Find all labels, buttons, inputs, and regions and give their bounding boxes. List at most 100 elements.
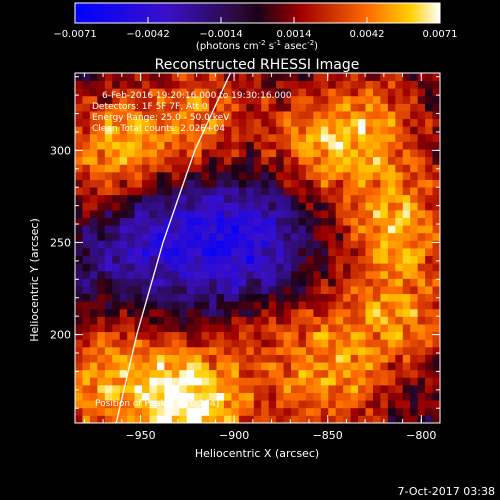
y-tick-label: 200 [50,329,71,342]
heatmap-cell [231,194,240,203]
heatmap-cell [402,270,411,279]
heatmap-cell [104,263,113,272]
heatmap-cell [358,415,366,423]
heatmap-cell [238,149,247,158]
heatmap-cell [313,255,322,264]
heatmap-cell [223,255,232,264]
heatmap-cell [82,126,91,135]
heatmap-cell [372,301,381,310]
heatmap-cell [89,95,98,104]
heatmap-cell [402,179,411,188]
heatmap-cell [112,118,121,127]
heatmap-cell [387,301,396,310]
heatmap-cell [358,293,366,302]
heatmap-cell [142,331,150,340]
heatmap-cell [209,232,217,241]
heatmap-cell [298,270,307,279]
heatmap-cell [343,324,352,333]
heatmap-cell [417,95,426,104]
heatmap-cell [343,88,352,97]
heatmap-cell [186,149,195,158]
heatmap-cell [305,118,314,127]
heatmap-cell [127,400,135,409]
heatmap-cell [395,126,404,135]
heatmap-cell [231,384,240,393]
heatmap-cell [343,209,352,218]
heatmap-cell [276,149,284,158]
heatmap-cell [186,73,195,82]
heatmap-cell [410,392,419,401]
heatmap-cell [328,187,337,196]
heatmap-cell [395,331,404,340]
heatmap-cell [335,301,344,310]
heatmap-cell [380,202,389,211]
heatmap-cell [305,263,314,272]
heatmap-cell [216,141,225,150]
heatmap-cell [380,339,389,348]
heatmap-cell [261,263,270,272]
heatmap-cell [82,240,91,249]
heatmap-cell [89,324,98,333]
heatmap-cell [365,232,374,241]
heatmap-cell [112,278,121,287]
heatmap-cell [268,133,277,142]
heatmap-cell [209,156,217,165]
heatmap-cell [164,392,173,401]
heatmap-cell [365,339,374,348]
heatmap-cell [75,103,83,112]
heatmap-cell [82,286,91,295]
heatmap-cell [201,384,210,393]
heatmap-cell [127,286,135,295]
heatmap-cell [335,248,344,257]
heatmap-cell [291,164,299,173]
heatmap-cell [194,80,203,89]
heatmap-cell [246,278,255,287]
heatmap-cell [410,232,419,241]
heatmap-cell [194,316,203,325]
heatmap-cell [432,263,440,272]
heatmap-cell [75,194,83,203]
heatmap-cell [410,354,419,363]
colorbar-unit-label: (photons cm-2 s-1 asec-2) [196,39,318,52]
heatmap-cell [223,346,232,355]
heatmap-cell [320,316,329,325]
heatmap-cell [328,377,337,386]
heatmap-cell [201,232,210,241]
heatmap-cell [283,392,292,401]
heatmap-cell [119,179,128,188]
heatmap-cell [75,301,83,310]
heatmap-cell [395,171,404,180]
heatmap-cell [387,362,396,371]
heatmap-cell [387,118,396,127]
heatmap-cell [231,126,240,135]
heatmap-cell [350,248,359,257]
heatmap-cell [149,240,158,249]
heatmap-cell [186,171,195,180]
heatmap-cell [276,133,284,142]
heatmap-cell [387,354,396,363]
heatmap-cell [97,232,106,241]
heatmap-cell [417,225,426,234]
heatmap-cell [194,164,203,173]
heatmap-cell [216,255,225,264]
heatmap-cell [372,316,381,325]
heatmap-cell [305,209,314,218]
heatmap-cell [425,263,433,272]
heatmap-cell [156,324,165,333]
heatmap-cell [320,187,329,196]
heatmap-cell [127,80,135,89]
heatmap-cell [283,240,292,249]
heatmap-cell [238,111,247,120]
heatmap-cell [209,384,217,393]
heatmap-cell [313,202,322,211]
heatmap-cell [358,339,366,348]
heatmap-cell [298,209,307,218]
heatmap-cell [387,194,396,203]
heatmap-cell [432,270,440,279]
heatmap-cell [253,171,262,180]
heatmap-cell [343,400,352,409]
heatmap-cell [134,354,143,363]
heatmap-cell [283,103,292,112]
heatmap-cell [410,248,419,257]
heatmap-cell [89,194,98,203]
